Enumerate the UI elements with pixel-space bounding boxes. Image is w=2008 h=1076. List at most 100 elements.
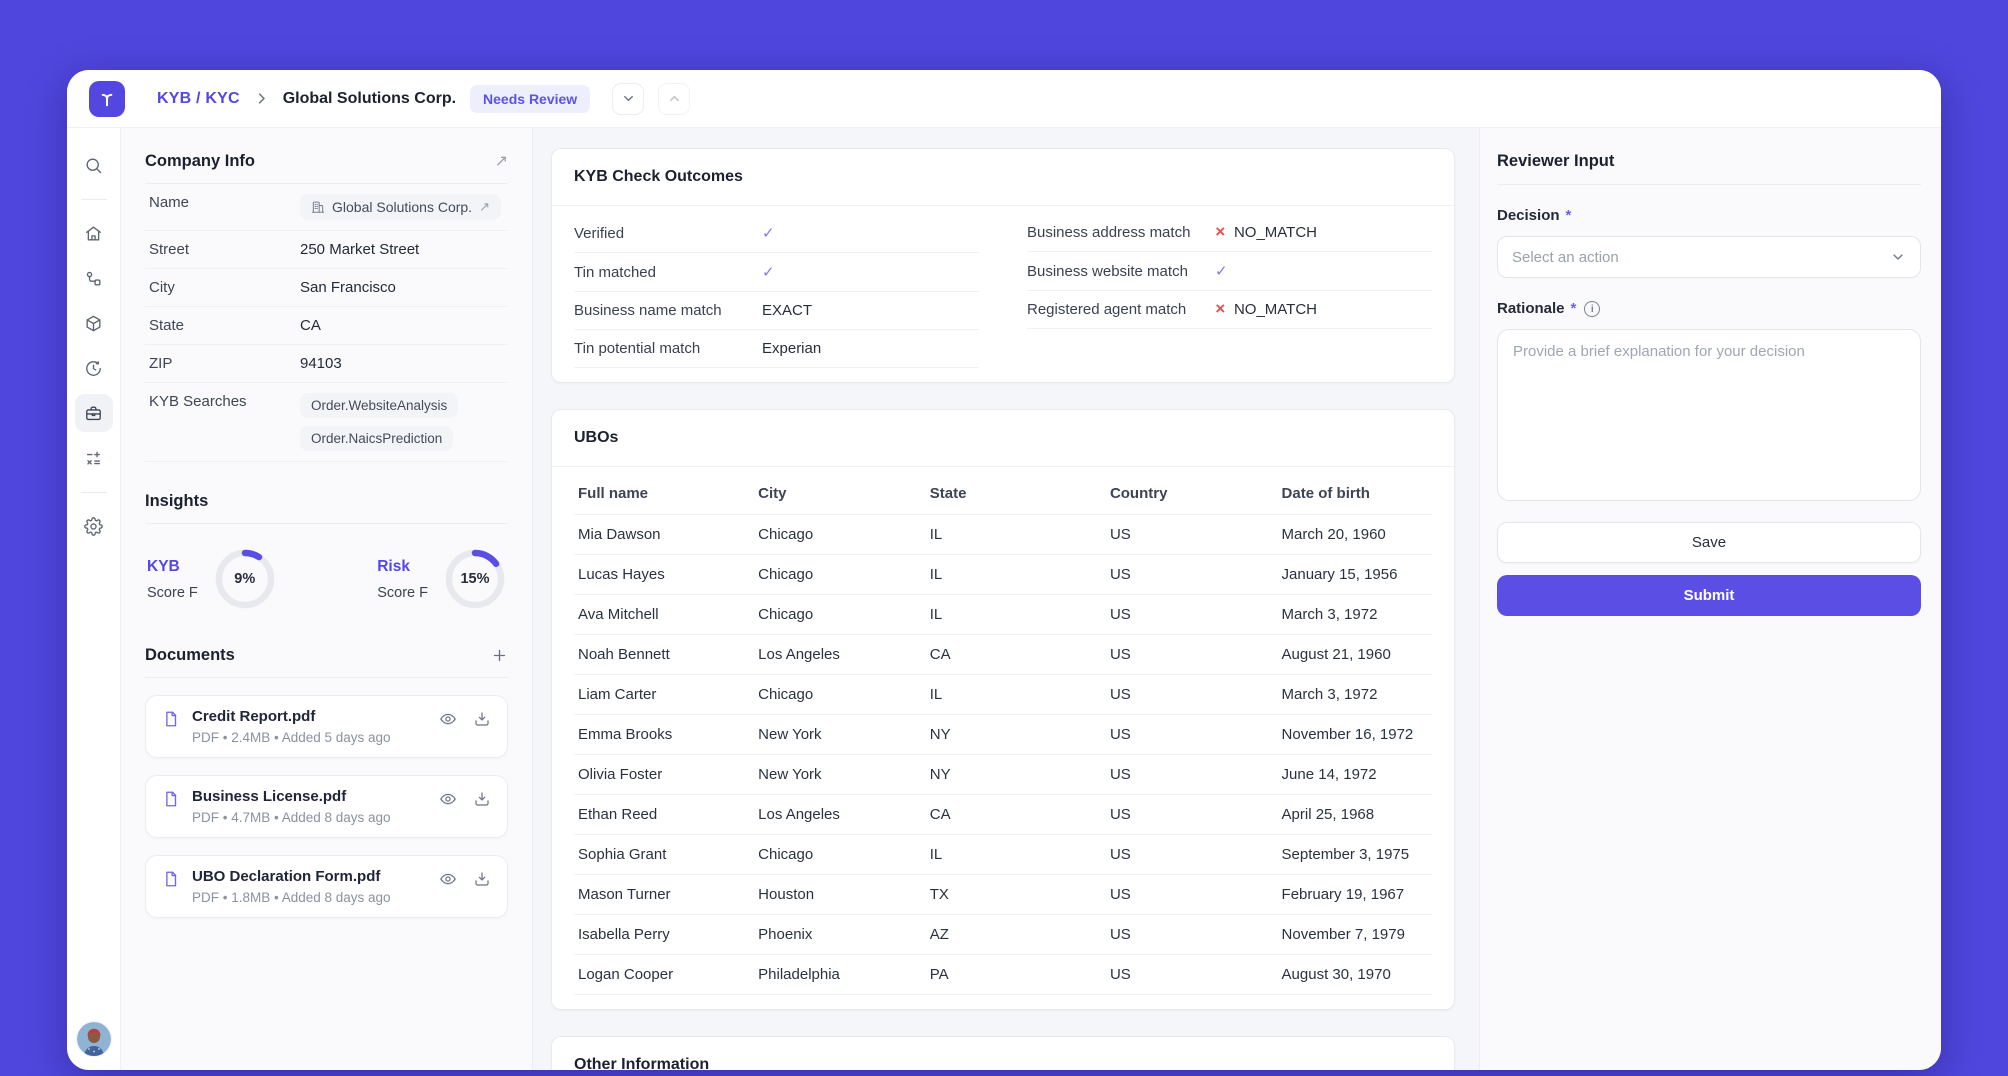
kyb-search-chip: Order.WebsiteAnalysis xyxy=(300,393,459,418)
kyb-check-outcomes-card: KYB Check Outcomes Verified xyxy=(551,148,1455,383)
main-content: KYB Check Outcomes Verified xyxy=(533,128,1479,1070)
rationale-textarea[interactable] xyxy=(1497,329,1921,501)
eye-icon xyxy=(440,793,456,805)
table-row: Mia Dawson Chicago IL US March 20, 1960 xyxy=(574,514,1432,555)
user-avatar[interactable] xyxy=(76,1022,111,1056)
outcome-row: Business address match NO_MATCH xyxy=(1027,214,1432,252)
cell-city: Los Angeles xyxy=(754,794,926,835)
cell-full-name: Liam Carter xyxy=(574,674,755,715)
outcome-label: Business name match xyxy=(574,302,722,319)
outcome-value: NO_MATCH xyxy=(1233,301,1317,318)
download-button[interactable] xyxy=(473,790,491,808)
table-row: Olivia Foster New York NY US June 14, 19… xyxy=(574,754,1432,795)
row-label: Name xyxy=(149,194,190,211)
info-icon[interactable]: i xyxy=(1584,300,1601,317)
cell-country: US xyxy=(1105,514,1278,555)
chevron-down-icon xyxy=(1893,254,1903,260)
save-button[interactable]: Save xyxy=(1497,522,1921,563)
sidebar-item-workflow[interactable] xyxy=(75,259,113,297)
kyb-search-chip: Order.NaicsPrediction xyxy=(300,426,454,451)
cell-full-name: Ava Mitchell xyxy=(574,594,755,635)
row-label: City xyxy=(149,279,175,296)
sidebar xyxy=(67,128,121,1070)
sidebar-item-products[interactable] xyxy=(75,304,113,342)
collapse-up-button[interactable] xyxy=(658,82,691,115)
preview-button[interactable] xyxy=(439,710,457,728)
collapse-down-button[interactable] xyxy=(612,82,645,115)
document-card[interactable]: UBO Declaration Form.pdf PDF • 1.8MB • A… xyxy=(145,855,508,918)
preview-button[interactable] xyxy=(439,790,457,808)
cell-state: IL xyxy=(925,674,1106,715)
sidebar-item-settings[interactable] xyxy=(75,507,113,545)
cell-city: Houston xyxy=(754,874,926,915)
preview-button[interactable] xyxy=(439,870,457,888)
row-value: 250 Market Street xyxy=(300,241,420,258)
company-row: State CA xyxy=(145,307,508,345)
download-button[interactable] xyxy=(473,870,491,888)
ubos-table: Full name City State Country Date of bir… xyxy=(574,473,1432,995)
other-information-card: Other Information xyxy=(551,1036,1455,1070)
row-value: 94103 xyxy=(300,355,342,372)
app-header: KYB / KYC Global Solutions Corp. Needs R… xyxy=(67,70,1941,128)
breadcrumb-kyb-kyc[interactable]: KYB / KYC xyxy=(157,89,240,107)
cell-state: PA xyxy=(925,954,1106,995)
document-meta: PDF • 2.4MB • Added 5 days ago xyxy=(192,730,391,745)
cell-full-name: Noah Bennett xyxy=(574,634,755,675)
gauge-label: Risk xyxy=(377,557,410,575)
download-icon xyxy=(475,792,489,806)
cell-state: CA xyxy=(925,794,1106,835)
sidebar-item-business[interactable] xyxy=(74,394,113,432)
company-name-chip[interactable]: Global Solutions Corp. ↗ xyxy=(300,194,501,220)
cell-state: AZ xyxy=(925,914,1106,955)
cell-city: Los Angeles xyxy=(754,634,926,675)
row-label: Street xyxy=(149,241,190,258)
gauge-sublabel: Score F xyxy=(377,584,428,601)
eye-icon xyxy=(440,873,456,885)
cell-country: US xyxy=(1105,914,1278,955)
download-icon xyxy=(475,872,489,886)
gauge-label: KYB xyxy=(147,557,180,575)
cell-city: New York xyxy=(754,754,926,795)
reviewer-input-title: Reviewer Input xyxy=(1497,152,1921,185)
sidebar-item-calculations[interactable] xyxy=(75,439,113,477)
outcome-label: Tin potential match xyxy=(574,340,701,357)
company-row: Street 250 Market Street xyxy=(145,231,508,269)
cell-dob: November 16, 1972 xyxy=(1277,714,1432,755)
home-icon xyxy=(86,225,101,241)
decision-select[interactable]: Select an action xyxy=(1497,236,1921,278)
company-row: City San Francisco xyxy=(145,269,508,307)
company-row: ZIP 94103 xyxy=(145,345,508,383)
submit-button[interactable]: Submit xyxy=(1497,575,1921,616)
document-card[interactable]: Business License.pdf PDF • 4.7MB • Added… xyxy=(145,775,508,838)
cell-state: TX xyxy=(925,874,1106,915)
table-row: Sophia Grant Chicago IL US September 3, … xyxy=(574,834,1432,875)
row-label: State xyxy=(149,317,185,334)
sidebar-divider xyxy=(80,199,107,200)
document-card[interactable]: Credit Report.pdf PDF • 2.4MB • Added 5 … xyxy=(145,695,508,758)
company-rows: Street 250 Market Street City San Franci… xyxy=(145,231,508,383)
cell-country: US xyxy=(1105,794,1278,835)
other-information-title: Other Information xyxy=(574,1056,710,1070)
document-name: Credit Report.pdf xyxy=(192,708,316,725)
ubos-card: UBOs Full name City State Country Date o… xyxy=(551,409,1455,1010)
add-document-button[interactable] xyxy=(491,647,508,664)
cell-dob: August 30, 1970 xyxy=(1277,954,1432,995)
sidebar-item-search[interactable] xyxy=(75,146,113,184)
cell-dob: March 20, 1960 xyxy=(1277,514,1432,555)
file-icon xyxy=(166,791,177,807)
cell-full-name: Mason Turner xyxy=(574,874,755,915)
cell-full-name: Olivia Foster xyxy=(574,754,755,795)
calculate-icon xyxy=(86,451,100,465)
download-button[interactable] xyxy=(473,710,491,728)
sidebar-item-history[interactable] xyxy=(75,349,113,387)
sidebar-item-home[interactable] xyxy=(75,214,113,252)
cell-state: IL xyxy=(925,594,1106,635)
external-link-icon[interactable]: ↗ xyxy=(494,152,508,170)
outcome-value: EXACT xyxy=(762,302,813,319)
cell-city: Chicago xyxy=(754,594,926,635)
table-row: Ava Mitchell Chicago IL US March 3, 1972 xyxy=(574,594,1432,635)
donut-gauge xyxy=(445,549,505,609)
document-meta: PDF • 1.8MB • Added 8 days ago xyxy=(192,890,391,905)
app-logo[interactable] xyxy=(89,80,125,117)
chevron-right-icon xyxy=(254,91,269,106)
